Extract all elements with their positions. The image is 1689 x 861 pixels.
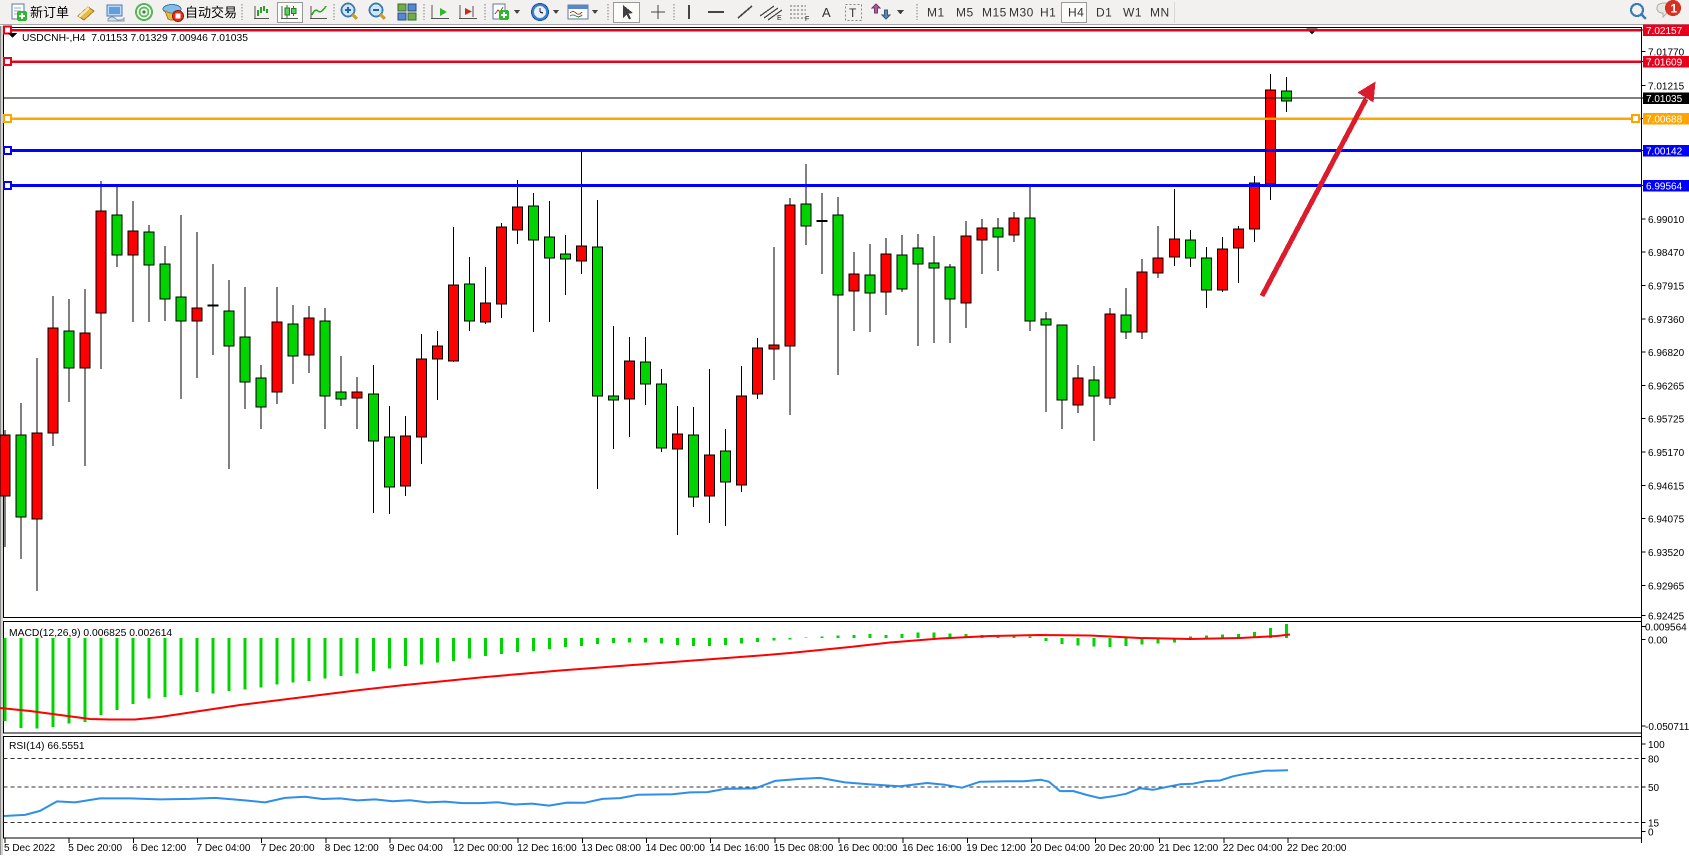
svg-text:12 Dec 00:00: 12 Dec 00:00 — [453, 843, 513, 854]
svg-text:16 Dec 16:00: 16 Dec 16:00 — [902, 843, 962, 854]
svg-text:6.97915: 6.97915 — [1648, 282, 1685, 293]
svg-text:80: 80 — [1648, 754, 1660, 765]
svg-text:7.01770: 7.01770 — [1648, 48, 1685, 59]
svg-text:6.92425: 6.92425 — [1648, 612, 1685, 623]
svg-text:6.99564: 6.99564 — [1646, 182, 1683, 193]
svg-text:MN: MN — [1150, 6, 1170, 20]
svg-text:14 Dec 16:00: 14 Dec 16:00 — [710, 843, 770, 854]
svg-text:5 Dec 2022: 5 Dec 2022 — [4, 843, 56, 854]
svg-text:新订单: 新订单 — [30, 5, 69, 20]
svg-text:M5: M5 — [956, 6, 974, 20]
svg-text:RSI(14) 66.5551: RSI(14) 66.5551 — [9, 741, 85, 752]
svg-text:50: 50 — [1648, 783, 1660, 794]
svg-text:E: E — [777, 15, 782, 22]
svg-text:13 Dec 08:00: 13 Dec 08:00 — [581, 843, 641, 854]
svg-text:6.95725: 6.95725 — [1648, 414, 1685, 425]
svg-text:7.02157: 7.02157 — [1646, 26, 1683, 37]
svg-text:-0.050711: -0.050711 — [1645, 722, 1689, 733]
svg-text:7 Dec 20:00: 7 Dec 20:00 — [261, 843, 315, 854]
svg-text:0.009564: 0.009564 — [1645, 623, 1687, 634]
svg-text:7.00688: 7.00688 — [1646, 115, 1683, 126]
svg-text:6.97360: 6.97360 — [1648, 315, 1685, 326]
svg-text:USDCNH-,H4 7.01153 7.01329 7.: USDCNH-,H4 7.01153 7.01329 7.00946 7.010… — [22, 33, 248, 44]
svg-text:7 Dec 04:00: 7 Dec 04:00 — [197, 843, 251, 854]
svg-text:0.00: 0.00 — [1648, 636, 1668, 647]
svg-text:21 Dec 12:00: 21 Dec 12:00 — [1159, 843, 1219, 854]
svg-text:5 Dec 20:00: 5 Dec 20:00 — [68, 843, 122, 854]
svg-text:6.99010: 6.99010 — [1648, 215, 1685, 226]
svg-text:20 Dec 20:00: 20 Dec 20:00 — [1095, 843, 1155, 854]
svg-text:6.94075: 6.94075 — [1648, 514, 1685, 525]
svg-text:6.93520: 6.93520 — [1648, 548, 1685, 559]
svg-text:9 Dec 04:00: 9 Dec 04:00 — [389, 843, 443, 854]
svg-text:7.01035: 7.01035 — [1646, 94, 1683, 105]
svg-text:19 Dec 12:00: 19 Dec 12:00 — [966, 843, 1026, 854]
svg-text:W1: W1 — [1123, 6, 1142, 20]
svg-text:6 Dec 12:00: 6 Dec 12:00 — [132, 843, 186, 854]
svg-text:H1: H1 — [1040, 6, 1056, 20]
svg-text:7.00142: 7.00142 — [1646, 147, 1683, 158]
svg-text:16 Dec 00:00: 16 Dec 00:00 — [838, 843, 898, 854]
svg-text:12 Dec 16:00: 12 Dec 16:00 — [517, 843, 577, 854]
svg-text:0: 0 — [1648, 828, 1654, 839]
svg-text:8 Dec 12:00: 8 Dec 12:00 — [325, 843, 379, 854]
svg-text:7.01215: 7.01215 — [1648, 81, 1685, 92]
svg-text:20 Dec 04:00: 20 Dec 04:00 — [1030, 843, 1090, 854]
svg-text:15: 15 — [1648, 819, 1660, 830]
svg-text:6.98470: 6.98470 — [1648, 248, 1685, 259]
svg-text:F: F — [805, 16, 809, 23]
svg-text:6.96265: 6.96265 — [1648, 382, 1685, 393]
svg-text:D1: D1 — [1096, 6, 1112, 20]
svg-text:14 Dec 00:00: 14 Dec 00:00 — [646, 843, 706, 854]
svg-text:T: T — [849, 6, 857, 20]
svg-text:6.94615: 6.94615 — [1648, 482, 1685, 493]
svg-text:M1: M1 — [927, 6, 945, 20]
svg-text:MACD(12,26,9) 0.006825 0.00261: MACD(12,26,9) 0.006825 0.002614 — [9, 628, 172, 639]
svg-text:A: A — [822, 5, 831, 20]
svg-text:100: 100 — [1648, 740, 1665, 751]
svg-text:22 Dec 20:00: 22 Dec 20:00 — [1287, 843, 1347, 854]
svg-text:7.01609: 7.01609 — [1646, 58, 1683, 69]
svg-text:1: 1 — [1671, 2, 1678, 16]
svg-text:H4: H4 — [1068, 6, 1084, 20]
svg-text:6.95170: 6.95170 — [1648, 448, 1685, 459]
svg-text:自动交易: 自动交易 — [185, 5, 237, 20]
svg-text:22 Dec 04:00: 22 Dec 04:00 — [1223, 843, 1283, 854]
svg-text:15 Dec 08:00: 15 Dec 08:00 — [774, 843, 834, 854]
svg-text:M30: M30 — [1009, 6, 1034, 20]
svg-text:6.96820: 6.96820 — [1648, 348, 1685, 359]
svg-text:6.92965: 6.92965 — [1648, 582, 1685, 593]
svg-text:M15: M15 — [982, 6, 1007, 20]
